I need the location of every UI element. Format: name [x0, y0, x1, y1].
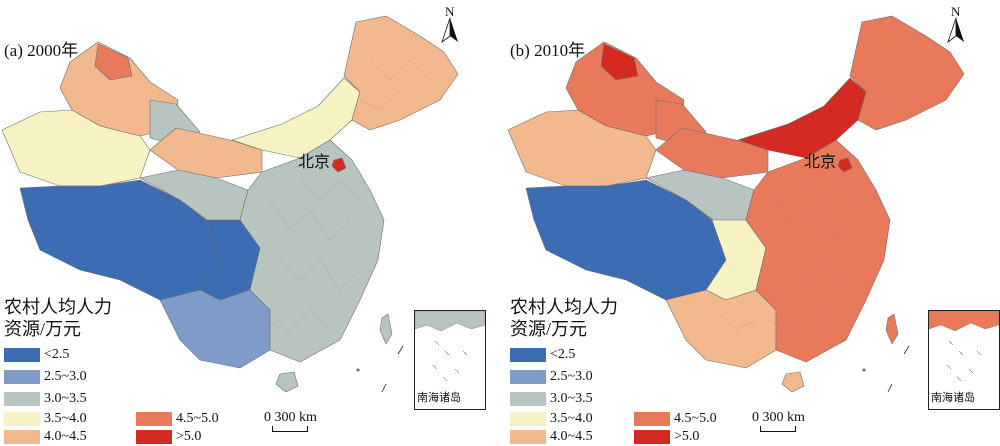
north-arrow-icon — [947, 18, 964, 44]
map-panel-2000: (a) 2000年 北京 N 农村人均人力 资源/万元 <2.5 2.5~3.0… — [1, 4, 486, 444]
legend-title-line2: 资源/万元 — [510, 319, 588, 339]
inset-label: 南海诸岛 — [417, 391, 461, 404]
south-china-sea-islands — [862, 345, 910, 393]
region-northeast — [849, 15, 965, 131]
region-southeast — [745, 139, 891, 363]
panel-title: (b) 2010年 — [510, 41, 586, 60]
region-northeast — [343, 15, 459, 131]
region-inner-mongolia-west — [149, 127, 263, 179]
scale-bar-label: 0 300 km — [752, 410, 805, 425]
inset-coast — [929, 311, 999, 332]
region-hainan — [275, 371, 299, 393]
legend-title-line1: 农村人均人力 — [4, 297, 112, 317]
south-china-sea-inset: 南海诸岛 — [928, 310, 1000, 410]
scale-bar-graphic — [272, 426, 308, 432]
region-beijing — [837, 157, 853, 173]
china-map-2000 — [1, 15, 459, 393]
panel-title: (a) 2000年 — [4, 41, 79, 60]
inset-map — [415, 311, 485, 382]
inset-label: 南海诸岛 — [931, 391, 975, 404]
region-southwest — [665, 289, 777, 369]
county-boundaries — [715, 59, 937, 331]
capital-label: 北京 — [804, 154, 837, 171]
inset-coast — [415, 311, 485, 332]
legend-title-line2: 资源/万元 — [4, 319, 82, 339]
north-arrow: N — [440, 4, 460, 44]
region-inner-mongolia-west — [655, 127, 769, 179]
region-taiwan — [885, 313, 899, 345]
region-inner-mongolia — [737, 77, 867, 159]
north-arrow: N — [946, 4, 966, 44]
region-southeast — [239, 139, 385, 363]
legend-title: 农村人均人力 资源/万元 — [4, 296, 112, 340]
inset-map — [929, 311, 999, 382]
region-xinjiang-north-hot — [600, 43, 639, 81]
region-southwest — [159, 289, 271, 369]
map-panel-2010: (b) 2010年 北京 N 农村人均人力 资源/万元 <2.5 2.5~3.0… — [506, 0, 1000, 446]
north-arrow-icon — [441, 18, 458, 44]
region-beijing — [331, 157, 347, 173]
county-boundaries — [209, 59, 431, 331]
south-china-sea-islands — [356, 345, 404, 393]
south-china-sea-inset: 南海诸岛 — [414, 310, 486, 410]
legend-title: 农村人均人力 资源/万元 — [510, 296, 618, 340]
north-letter: N — [445, 4, 455, 19]
scale-bar: 0 300 km — [752, 410, 805, 432]
region-xinjiang-north-hot — [94, 43, 133, 81]
scale-bar: 0 300 km — [264, 410, 317, 432]
capital-label: 北京 — [298, 154, 331, 171]
region-hainan — [781, 371, 805, 393]
region-taiwan — [379, 313, 393, 345]
china-map-2010 — [507, 15, 965, 393]
north-letter: N — [951, 4, 961, 19]
scale-bar-label: 0 300 km — [264, 410, 317, 425]
region-inner-mongolia — [231, 77, 361, 159]
legend-title-line1: 农村人均人力 — [510, 297, 618, 317]
scale-bar-graphic — [760, 426, 796, 432]
